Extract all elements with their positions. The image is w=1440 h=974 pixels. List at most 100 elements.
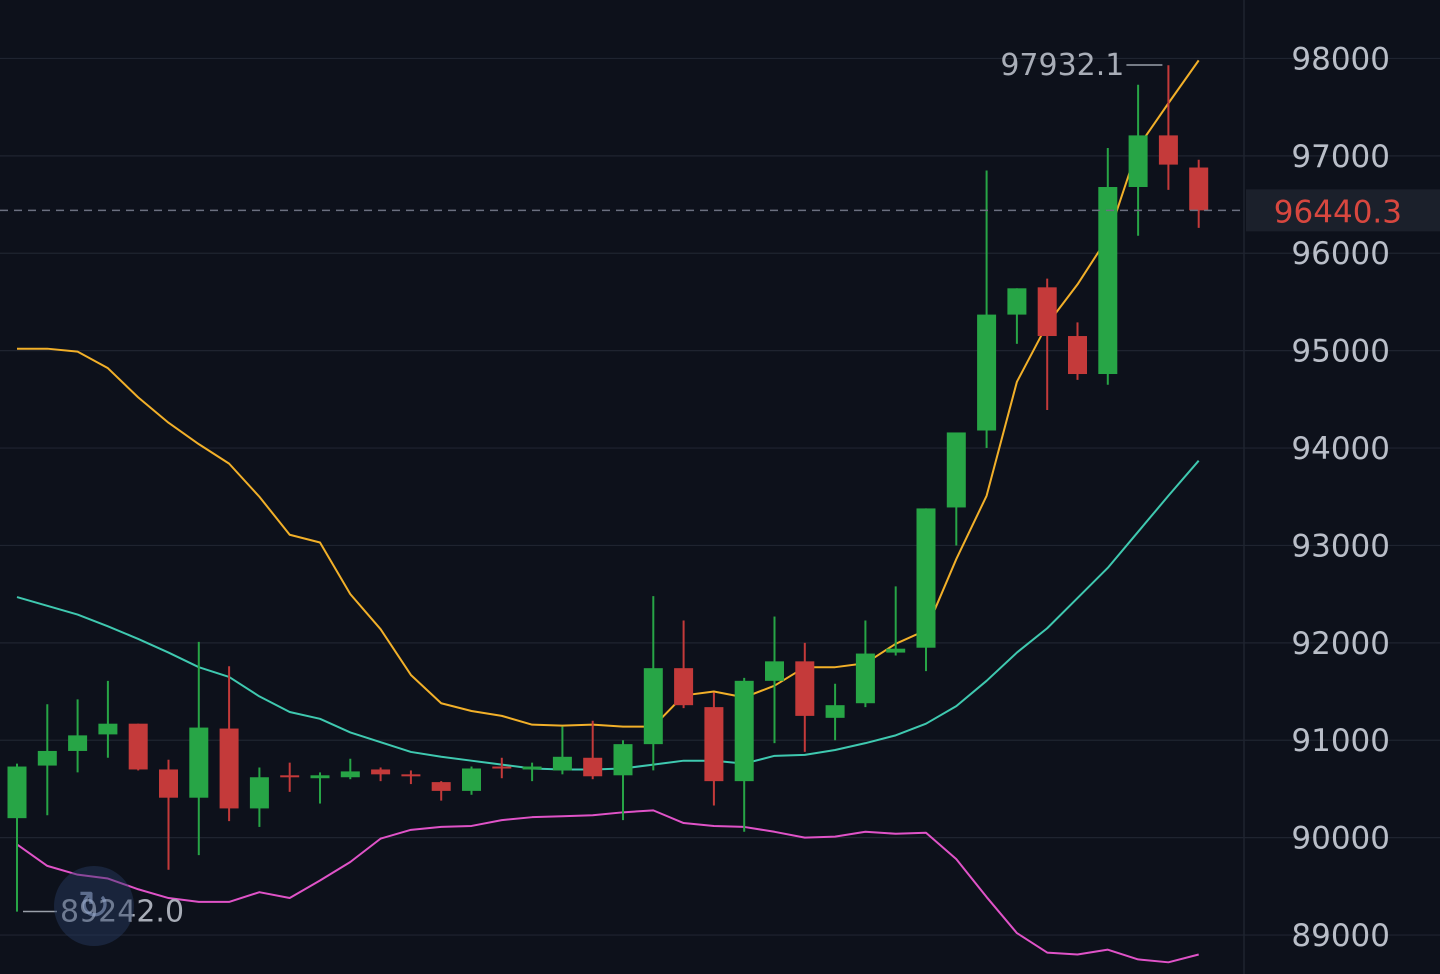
candle[interactable] [977,170,997,449]
candle-body [674,668,694,706]
candle-body [1098,187,1118,375]
candle-body [946,432,966,508]
candle-layer[interactable] [7,65,1209,912]
candle[interactable] [249,767,269,827]
candle[interactable] [371,767,391,782]
candle[interactable] [340,758,360,780]
candle-body [613,744,633,776]
candle-body [825,705,845,718]
candle[interactable] [643,596,663,771]
candle-body [249,777,269,809]
candle-body [371,769,391,775]
candle-body [310,775,330,779]
candle-body [401,774,421,777]
candle-body [37,750,57,766]
price-axis[interactable]: 89000 90000 91000 92000 93000 94000 95000 96000… [1291,41,1390,954]
y-tick-label: 98000 [1291,41,1390,77]
candle-body [68,735,88,751]
candle-body [189,727,209,798]
candle-body [280,775,300,778]
candle[interactable] [674,620,694,709]
candle-body [1128,135,1148,188]
low-price-label: 89242.0 [60,894,184,929]
y-tick-label: 97000 [1291,139,1390,175]
upper-band-line [17,59,1200,728]
candle-body [128,723,148,770]
candle[interactable] [946,432,966,546]
candle[interactable] [401,770,421,785]
candle[interactable] [68,699,88,773]
candle[interactable] [462,766,481,795]
candle[interactable] [765,616,784,744]
candle-body [1007,288,1027,315]
candle[interactable] [886,586,906,656]
candle[interactable] [1158,65,1178,190]
candle-body [704,707,724,782]
scroll-to-latest-button[interactable]: ↻ [54,866,134,946]
candle-body [552,756,572,771]
candle[interactable] [734,677,754,832]
candle-body [98,723,118,735]
candle[interactable] [128,723,148,771]
candle[interactable] [916,508,936,672]
grid-layer [0,57,1440,936]
candle-body [765,661,784,681]
candle[interactable] [431,781,451,801]
candle[interactable] [855,620,875,708]
candle[interactable] [583,720,603,780]
y-tick-label: 89000 [1291,918,1390,954]
candle[interactable] [189,641,209,856]
candle[interactable] [310,772,330,804]
y-tick-label: 93000 [1291,528,1390,564]
candle-body [1189,167,1209,211]
high-price-label: 97932.1 [1000,48,1124,83]
current-price-label: 96440.3 [1274,194,1402,230]
candle-body [855,653,875,704]
candle[interactable] [280,762,300,792]
candle-body [583,757,603,777]
y-tick-label: 94000 [1291,431,1390,467]
candle[interactable] [704,692,724,806]
rotate-arrow-icon: ↻ [77,883,111,929]
candle[interactable] [1007,288,1027,344]
y-tick-label: 90000 [1291,821,1390,857]
candle[interactable] [1189,159,1209,228]
candle[interactable] [37,704,57,816]
current-price-tag [1246,189,1440,232]
candle[interactable] [7,763,27,912]
current-price-line-layer: 96440.3 [0,189,1440,232]
candle[interactable] [1098,148,1118,385]
candle[interactable] [98,680,118,758]
candle[interactable] [613,740,633,821]
candle-body [1158,135,1178,165]
candle-body [977,314,997,431]
candle[interactable] [825,683,845,741]
moving-average-layer [16,59,1200,964]
candle-body [340,771,360,778]
middle-moving-average-line [16,460,1200,771]
candle[interactable] [552,726,572,775]
candle[interactable] [219,666,239,822]
extreme-markers: 97932.1 89242.0 [23,48,1163,929]
candle-body [886,648,906,653]
candle[interactable] [522,762,542,782]
candle-body [734,680,754,782]
candle-body [219,728,239,809]
candle-body [462,768,481,791]
candle[interactable] [1128,84,1148,236]
candle-body [916,508,936,648]
candle[interactable] [492,757,512,779]
candle[interactable] [159,759,178,870]
candle-body [431,782,451,791]
candle-body [522,766,542,770]
y-tick-label: 91000 [1291,723,1390,759]
y-tick-label: 92000 [1291,626,1390,662]
candle-body [1037,287,1057,337]
candle[interactable] [1068,322,1087,380]
candle[interactable] [1037,278,1057,411]
candle-body [7,766,27,819]
y-tick-label: 96000 [1291,236,1390,272]
candle[interactable] [795,642,815,752]
